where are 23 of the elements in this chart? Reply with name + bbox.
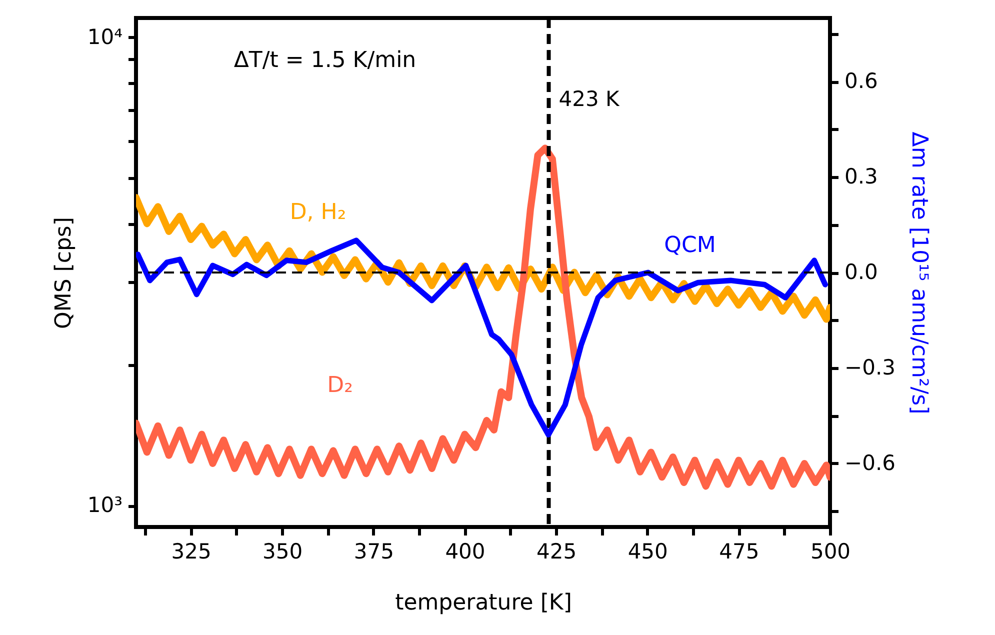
x-tick-label: 325 (171, 540, 212, 564)
series-label: D, H₂ (290, 200, 346, 225)
x-tick-label: 500 (810, 540, 851, 564)
x-tick-label: 450 (628, 540, 668, 564)
x-tick-label: 400 (445, 540, 486, 564)
y2-tick-label: 0.3 (844, 164, 878, 189)
ref-line-label: 423 K (558, 87, 621, 111)
y2-tick-label: −0.6 (844, 450, 896, 475)
y-tick-label: 10³ (87, 493, 122, 518)
series-label: QCM (664, 233, 716, 258)
x-axis-title: temperature [K] (395, 590, 572, 616)
y-axis-title: QMS [cps] (51, 217, 76, 329)
text: D₂ (327, 373, 353, 398)
x-tick-label: 375 (354, 540, 394, 564)
annotation: ΔT/t = 1.5 K/min (234, 48, 416, 73)
y2-tick-label: 0.0 (844, 260, 878, 284)
x-tick-label: 425 (536, 540, 577, 564)
x-tick-label: 475 (719, 540, 760, 564)
x-tick-label: 350 (262, 540, 303, 564)
y2-tick-label: −0.3 (844, 355, 896, 380)
y-tick-label: 10⁴ (87, 24, 122, 49)
y2-axis-title: Δm rate [10¹⁵ amu/cm²/s] (906, 132, 932, 414)
y2-tick-label: 0.6 (844, 69, 878, 94)
